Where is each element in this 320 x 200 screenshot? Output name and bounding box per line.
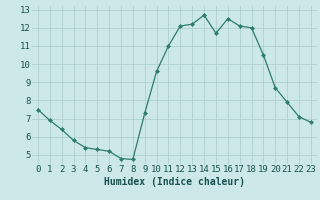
- X-axis label: Humidex (Indice chaleur): Humidex (Indice chaleur): [104, 177, 245, 187]
